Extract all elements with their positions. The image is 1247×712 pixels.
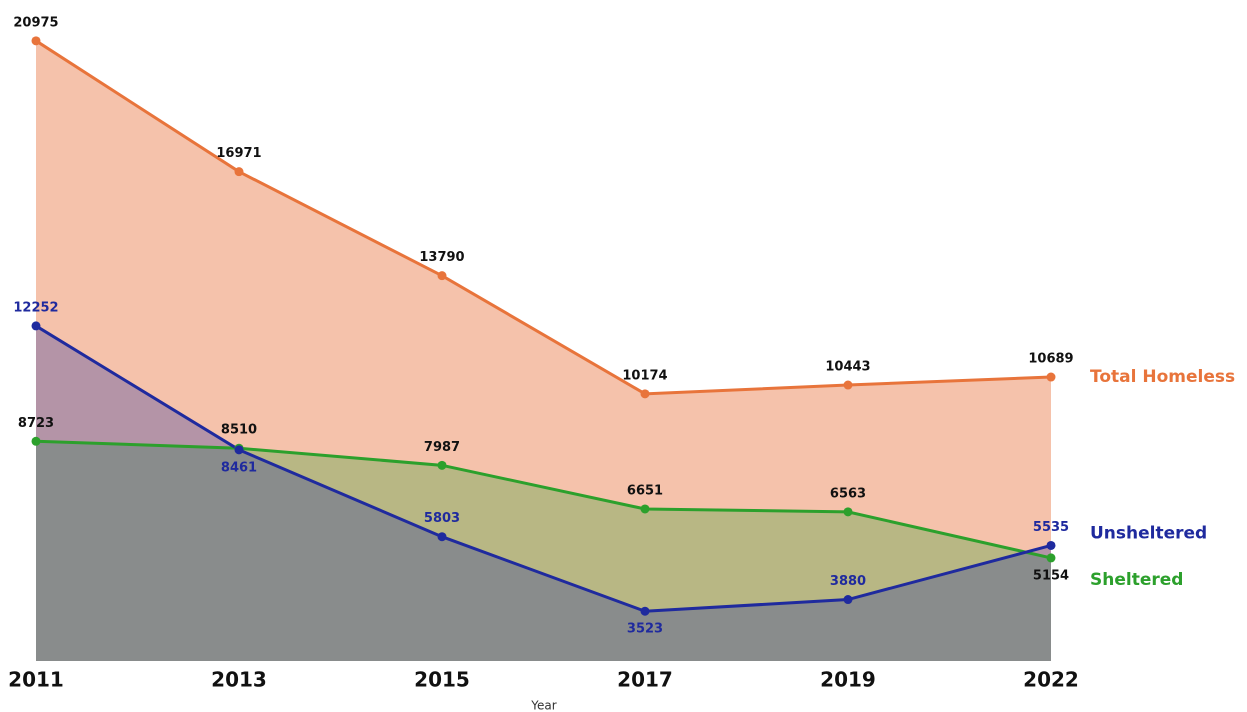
point xyxy=(1046,540,1056,550)
value-label: 8723 xyxy=(18,416,54,431)
value-label: 16971 xyxy=(216,146,261,161)
value-label: 13790 xyxy=(419,250,464,265)
value-label: 8461 xyxy=(221,460,257,475)
value-label: 5535 xyxy=(1033,520,1069,535)
value-label: 5154 xyxy=(1033,568,1069,583)
point xyxy=(234,167,244,177)
point xyxy=(640,504,650,514)
lines xyxy=(35,39,1052,613)
point xyxy=(437,532,447,542)
x-tick-label: 2015 xyxy=(414,668,470,692)
value-label: 20975 xyxy=(13,15,58,30)
area xyxy=(36,441,1051,661)
line xyxy=(35,39,1052,396)
point xyxy=(843,507,853,517)
value-label: 3880 xyxy=(830,574,866,589)
series-name: Sheltered xyxy=(1090,570,1183,590)
line xyxy=(35,439,1052,560)
value-label: 12252 xyxy=(13,300,58,315)
point xyxy=(1046,553,1056,563)
point xyxy=(437,271,447,281)
value-label: 10689 xyxy=(1028,352,1073,367)
point xyxy=(843,595,853,605)
point xyxy=(234,445,244,455)
value-label: 7987 xyxy=(424,440,460,455)
point xyxy=(437,460,447,470)
point xyxy=(640,389,650,399)
series-name: Total Homeless xyxy=(1090,367,1235,387)
value-label: 8510 xyxy=(221,423,257,438)
point xyxy=(1046,372,1056,382)
value-label: 10174 xyxy=(622,368,667,383)
line xyxy=(35,324,1052,613)
point xyxy=(31,36,41,46)
point xyxy=(843,380,853,390)
point xyxy=(640,606,650,616)
area xyxy=(36,40,1051,662)
areas xyxy=(36,40,1051,662)
value-label: 6563 xyxy=(830,486,866,501)
area xyxy=(36,325,1051,661)
x-tick-label: 2019 xyxy=(820,668,876,692)
x-axis-label: Year xyxy=(530,699,556,712)
value-label: 6651 xyxy=(627,483,663,498)
x-tick-label: 2017 xyxy=(617,668,673,692)
series-name: Unsheltered xyxy=(1090,523,1207,543)
point xyxy=(31,321,41,331)
x-tick-label: 2022 xyxy=(1023,668,1079,692)
x-tick-label: 2011 xyxy=(8,668,64,692)
point xyxy=(31,436,41,446)
value-label: 10443 xyxy=(825,360,870,375)
value-label: 3523 xyxy=(627,622,663,637)
value-label: 5803 xyxy=(424,511,460,526)
x-tick-label: 2013 xyxy=(211,668,267,692)
